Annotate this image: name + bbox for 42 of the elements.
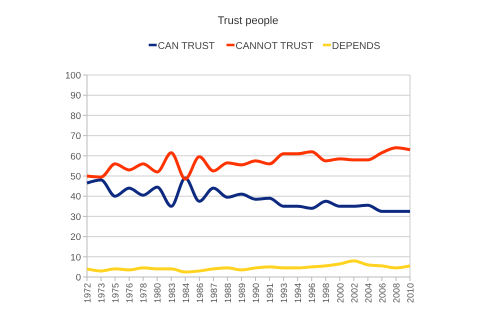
chart-title: Trust people <box>218 15 278 27</box>
x-tick-label: 1988 <box>222 283 233 304</box>
y-tick-label: 50 <box>70 172 81 182</box>
x-tick-label: 1991 <box>265 283 276 304</box>
x-tick-label: 2004 <box>363 283 374 304</box>
y-tick-label: 20 <box>70 232 81 244</box>
y-tick-label: 10 <box>70 252 81 264</box>
x-tick-label: 1989 <box>236 283 247 304</box>
x-tick-label: 2010 <box>406 283 416 304</box>
y-tick-label: 90 <box>70 90 81 102</box>
legend-label: CAN TRUST <box>158 41 215 52</box>
y-tick-label: 100 <box>65 70 81 82</box>
x-tick-label: 1978 <box>138 283 149 304</box>
x-tick-label: 1983 <box>166 283 177 304</box>
x-tick-label: 1986 <box>194 283 205 304</box>
x-tick-label: 1980 <box>152 283 163 304</box>
x-tick-label: 2008 <box>391 283 402 304</box>
x-tick-label: 1972 <box>82 283 92 304</box>
x-tick-label: 1993 <box>279 283 290 304</box>
y-tick-label: 30 <box>70 212 81 223</box>
line-series <box>86 259 412 274</box>
x-tick-label: 1975 <box>110 283 121 304</box>
line-series <box>86 146 412 181</box>
y-tick-label: 40 <box>70 192 81 203</box>
y-tick-label: 80 <box>70 110 81 122</box>
x-tick-label: 1994 <box>293 283 304 304</box>
y-tick-label: 70 <box>70 131 81 142</box>
x-tick-label: 1976 <box>124 283 135 304</box>
x-tick-label: 2002 <box>349 283 360 304</box>
x-tick-label: 2006 <box>377 283 388 304</box>
line-series <box>86 176 412 213</box>
legend-label: DEPENDS <box>332 41 381 52</box>
legend-label: CANNOT TRUST <box>236 41 314 52</box>
y-tick-label: 0 <box>76 272 81 284</box>
x-tick-label: 1998 <box>321 283 332 304</box>
x-tick-label: 1996 <box>307 283 318 304</box>
x-tick-label: 2000 <box>335 283 346 304</box>
x-tick-label: 1990 <box>251 283 262 304</box>
x-tick-label: 1973 <box>96 283 107 304</box>
x-tick-label: 1987 <box>208 283 219 304</box>
y-tick-label: 60 <box>70 151 81 162</box>
x-tick-label: 1984 <box>180 283 191 304</box>
